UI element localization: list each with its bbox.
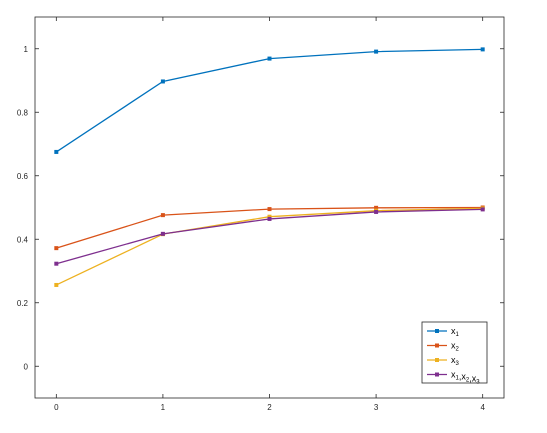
- data-point-x3: [54, 282, 59, 287]
- x-tick-label: 4: [480, 403, 485, 412]
- data-point-x1: [160, 79, 165, 84]
- legend-box: [421, 321, 488, 384]
- data-point-x3: [267, 214, 272, 219]
- data-point-x2: [267, 207, 272, 212]
- axis-ticks: 0 1 2 3 4 0 0.2 0.4 0.6 0.8 1: [17, 17, 504, 412]
- x-tick-label: 2: [267, 403, 272, 412]
- y-tick-label: 1: [24, 45, 29, 54]
- data-point-x1,x2,x3: [160, 231, 165, 236]
- legend: x1 x2 x3 x1,x2,x3: [421, 321, 488, 386]
- data-point-x1: [54, 149, 59, 154]
- legend-marker: [435, 329, 439, 333]
- y-tick-label: 0: [24, 362, 29, 371]
- x-tick-label: 0: [54, 403, 59, 412]
- data-point-x1: [374, 49, 379, 54]
- x-tick-label: 3: [374, 403, 379, 412]
- legend-label-x3: x3: [451, 355, 460, 367]
- y-tick-label: 0.6: [17, 172, 29, 181]
- legend-label-x2: x2: [451, 341, 460, 353]
- legend-label-x1,x2,x3: x1,x2,x3: [451, 370, 480, 386]
- data-point-x2: [374, 205, 379, 210]
- data-point-x1,x2,x3: [54, 261, 59, 266]
- data-point-x1: [267, 56, 272, 61]
- series-lines: [54, 47, 485, 287]
- legend-marker: [435, 372, 439, 377]
- legend-label-x1: x1: [451, 326, 460, 338]
- y-tick-label: 0.8: [17, 108, 29, 117]
- legend-marker: [435, 358, 439, 362]
- y-tick-label: 0.2: [17, 299, 29, 308]
- data-point-x2: [54, 246, 59, 251]
- data-point-x1,x2,x3: [374, 209, 379, 214]
- data-point-x1,x2,x3: [480, 207, 485, 212]
- y-tick-label: 0.4: [17, 235, 29, 244]
- data-point-x2: [160, 213, 165, 218]
- x-tick-label: 1: [161, 403, 166, 412]
- data-point-x1,x2,x3: [267, 216, 272, 221]
- data-point-x1: [480, 47, 485, 52]
- legend-marker: [435, 343, 439, 348]
